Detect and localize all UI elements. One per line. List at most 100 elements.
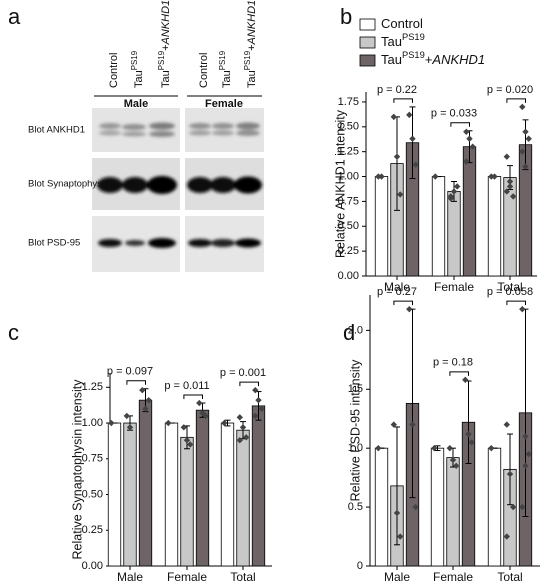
data-point bbox=[519, 148, 526, 155]
bar bbox=[447, 191, 461, 277]
y-tick-label: 0.25 bbox=[82, 524, 103, 536]
data-point bbox=[236, 414, 243, 421]
panel-letter: c bbox=[8, 320, 19, 345]
bar bbox=[138, 399, 153, 567]
blot-bands bbox=[97, 122, 262, 248]
text-segment: Control bbox=[381, 16, 423, 31]
significance-bracket bbox=[506, 300, 526, 306]
y-tick-label: 1.5 bbox=[348, 383, 363, 395]
data-point bbox=[510, 193, 517, 200]
lane-label: TauPS19+ANKHD1 bbox=[243, 0, 258, 88]
data-point bbox=[258, 405, 265, 412]
data-point bbox=[522, 163, 529, 170]
bar bbox=[220, 422, 235, 567]
data-point bbox=[202, 412, 209, 420]
bar bbox=[123, 422, 137, 567]
data-point bbox=[236, 436, 243, 444]
data-point bbox=[522, 128, 529, 135]
significance-bracket bbox=[506, 98, 526, 103]
text-segment: Control bbox=[198, 53, 210, 88]
legend-swatch bbox=[359, 54, 376, 67]
p-value: p = 0.18 bbox=[433, 357, 473, 369]
data-point bbox=[409, 421, 416, 428]
bar bbox=[374, 447, 389, 567]
x-tick-label: Total bbox=[497, 570, 522, 582]
panel-letter: a bbox=[8, 4, 21, 29]
lane-label: TauPS19 bbox=[218, 50, 233, 88]
bar bbox=[487, 447, 502, 567]
data-point bbox=[409, 135, 416, 142]
bar bbox=[180, 436, 194, 567]
data-point bbox=[449, 456, 457, 464]
data-point bbox=[393, 153, 401, 160]
y-tick-label: 0.50 bbox=[82, 488, 103, 500]
legend-label: TauPS19+ANKHD1 bbox=[381, 50, 485, 67]
x-tick-label: Male bbox=[384, 280, 410, 294]
y-tick-label: 0.00 bbox=[82, 560, 103, 572]
text-segment: Control bbox=[108, 53, 120, 88]
data-point bbox=[123, 412, 130, 420]
data-point bbox=[252, 412, 259, 420]
lane-label: Control bbox=[108, 53, 120, 88]
data-point bbox=[243, 434, 250, 441]
group-label: Male bbox=[124, 98, 148, 110]
text-segment: PS19 bbox=[218, 50, 227, 70]
data-point bbox=[397, 533, 404, 540]
data-point bbox=[450, 188, 458, 195]
data-point bbox=[468, 439, 475, 446]
error-bar bbox=[507, 433, 513, 506]
data-point bbox=[465, 430, 472, 438]
text-segment: Tau bbox=[133, 70, 145, 88]
data-point bbox=[406, 111, 413, 119]
p-value: p = 0.011 bbox=[164, 380, 209, 392]
y-tick-label: 0.5 bbox=[348, 501, 363, 513]
data-point bbox=[108, 419, 115, 427]
data-point bbox=[221, 419, 228, 427]
p-value: p = 0.001 bbox=[220, 367, 266, 379]
y-tick-label: 1.00 bbox=[82, 417, 103, 429]
y-tick-label: 0 bbox=[357, 560, 363, 572]
data-point bbox=[432, 173, 439, 180]
blot-label: Blot PSD-95 bbox=[28, 238, 80, 249]
data-point bbox=[412, 503, 419, 511]
error-bar bbox=[394, 426, 400, 546]
y-tick-label: 1.50 bbox=[338, 121, 359, 133]
y-tick-label: 1.75 bbox=[338, 96, 359, 108]
p-value: p = 0.020 bbox=[487, 84, 533, 96]
y-axis-label: Relative PSD-95 intensity bbox=[348, 359, 362, 501]
p-value: p = 0.22 bbox=[377, 84, 417, 96]
data-point bbox=[453, 462, 460, 470]
text-segment: ANKHD1 bbox=[160, 0, 172, 45]
data-point bbox=[431, 444, 438, 452]
text-segment: PS19 bbox=[402, 50, 425, 60]
data-point bbox=[506, 178, 514, 185]
text-segment: Tau bbox=[381, 52, 402, 67]
bar bbox=[107, 422, 122, 567]
y-tick-label: 0.00 bbox=[338, 270, 359, 282]
data-point bbox=[503, 421, 510, 428]
data-point bbox=[145, 396, 152, 404]
data-point bbox=[390, 421, 397, 428]
lane-label: Control bbox=[198, 53, 210, 88]
data-point bbox=[503, 533, 510, 540]
data-point bbox=[126, 424, 134, 431]
data-point bbox=[446, 444, 453, 452]
x-tick-label: Male bbox=[384, 570, 410, 582]
text-segment: ANKHD1 bbox=[431, 52, 485, 67]
x-tick-label: Female bbox=[167, 570, 207, 582]
data-point bbox=[239, 424, 247, 431]
data-point bbox=[525, 450, 532, 458]
data-point bbox=[510, 503, 517, 511]
y-axis-label: Relative ANKHD1 intensity bbox=[333, 109, 347, 258]
text-segment: PS19 bbox=[130, 50, 139, 70]
p-value: p = 0.097 bbox=[107, 366, 153, 378]
data-point bbox=[412, 161, 419, 168]
error-bar bbox=[409, 106, 416, 180]
y-tick-label: 1.25 bbox=[338, 146, 359, 158]
data-point bbox=[522, 462, 529, 470]
x-tick-label: Total bbox=[497, 280, 522, 294]
x-tick-label: Female bbox=[434, 280, 474, 294]
significance-bracket bbox=[126, 380, 146, 385]
group-label: Female bbox=[205, 98, 243, 110]
